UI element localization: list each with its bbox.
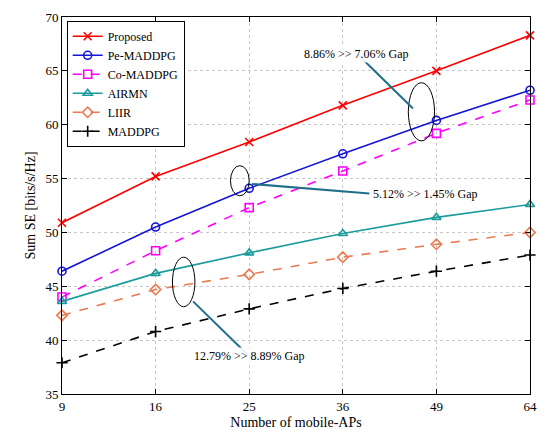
svg-text:50: 50 — [45, 225, 58, 240]
svg-text:LIIR: LIIR — [108, 106, 131, 120]
svg-text:Pe-MADDPG: Pe-MADDPG — [108, 49, 176, 63]
svg-text:70: 70 — [45, 10, 58, 25]
svg-text:60: 60 — [45, 117, 58, 132]
svg-text:12.79% >> 8.89% Gap: 12.79% >> 8.89% Gap — [194, 349, 305, 363]
svg-text:64: 64 — [524, 399, 538, 414]
svg-text:36: 36 — [336, 399, 350, 414]
svg-text:Proposed: Proposed — [108, 30, 153, 44]
svg-text:25: 25 — [243, 399, 256, 414]
svg-text:65: 65 — [45, 63, 58, 78]
svg-text:AIRMN: AIRMN — [108, 87, 148, 101]
svg-text:8.86% >> 7.06% Gap: 8.86% >> 7.06% Gap — [304, 47, 409, 61]
svg-text:45: 45 — [45, 279, 58, 294]
svg-text:MADDPG: MADDPG — [108, 125, 160, 139]
svg-text:35: 35 — [45, 387, 58, 402]
svg-text:9: 9 — [59, 399, 66, 414]
svg-text:49: 49 — [430, 399, 443, 414]
svg-text:16: 16 — [149, 399, 163, 414]
svg-text:5.12% >> 1.45% Gap: 5.12% >> 1.45% Gap — [373, 187, 478, 201]
svg-text:Number of mobile-APs: Number of mobile-APs — [230, 415, 361, 430]
svg-text:Co-MADDPG: Co-MADDPG — [108, 68, 178, 82]
svg-text:40: 40 — [45, 333, 58, 348]
svg-text:Sum SE [bits/s/Hz]: Sum SE [bits/s/Hz] — [23, 151, 38, 259]
svg-text:55: 55 — [45, 171, 58, 186]
